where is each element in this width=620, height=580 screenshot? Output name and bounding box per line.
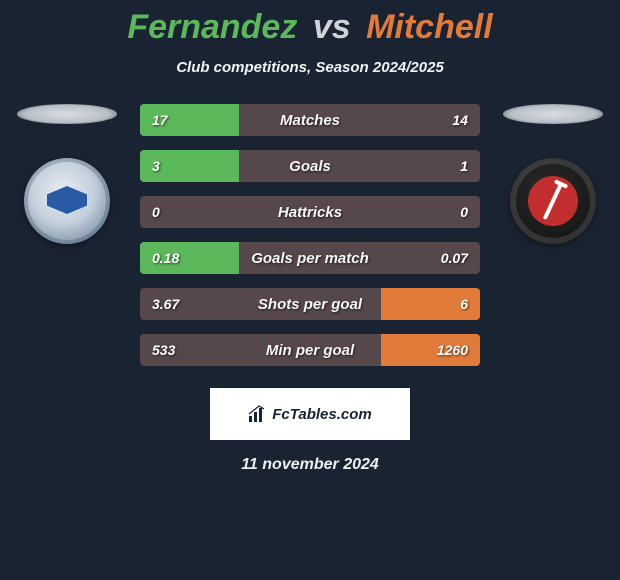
title-player2: Mitchell	[366, 8, 493, 46]
club-crest-left	[24, 158, 110, 244]
subtitle: Club competitions, Season 2024/2025	[0, 59, 620, 76]
stat-row: 0Hattricks0	[140, 196, 480, 228]
date-line: 11 november 2024	[0, 456, 620, 474]
stat-value-right: 14	[452, 112, 468, 128]
stat-value-right: 1260	[437, 342, 468, 358]
chart-icon	[248, 405, 266, 423]
stat-label: Min per goal	[140, 342, 480, 359]
stat-label: Goals per match	[140, 250, 480, 267]
brand-box: FcTables.com	[210, 388, 410, 440]
comparison-infographic: Fernandez vs Mitchell Club competitions,…	[0, 0, 620, 474]
stat-row: 17Matches14	[140, 104, 480, 136]
stat-label: Matches	[140, 112, 480, 129]
stat-row: 3.67Shots per goal6	[140, 288, 480, 320]
title-vs: vs	[313, 8, 351, 46]
stat-value-right: 0.07	[441, 250, 468, 266]
stats-table: 17Matches14 3Goals1 0Hattricks0 0.18Goals p…	[140, 104, 480, 366]
stat-value-right: 1	[460, 158, 468, 174]
stat-label: Shots per goal	[140, 296, 480, 313]
sword-icon	[528, 176, 578, 226]
stat-row: 533Min per goal1260	[140, 334, 480, 366]
main-row: 17Matches14 3Goals1 0Hattricks0 0.18Goals p…	[0, 104, 620, 366]
title-player1: Fernandez	[127, 8, 297, 46]
halo-right	[503, 104, 603, 124]
stat-row: 0.18Goals per match0.07	[140, 242, 480, 274]
stat-value-right: 6	[460, 296, 468, 312]
halo-left	[17, 104, 117, 124]
brand-text: FcTables.com	[272, 406, 371, 423]
left-crest-column	[12, 104, 122, 244]
right-crest-column	[498, 104, 608, 244]
stat-value-right: 0	[460, 204, 468, 220]
stat-label: Goals	[140, 158, 480, 175]
stat-label: Hattricks	[140, 204, 480, 221]
page-title: Fernandez vs Mitchell	[0, 8, 620, 47]
club-crest-right	[510, 158, 596, 244]
stat-row: 3Goals1	[140, 150, 480, 182]
